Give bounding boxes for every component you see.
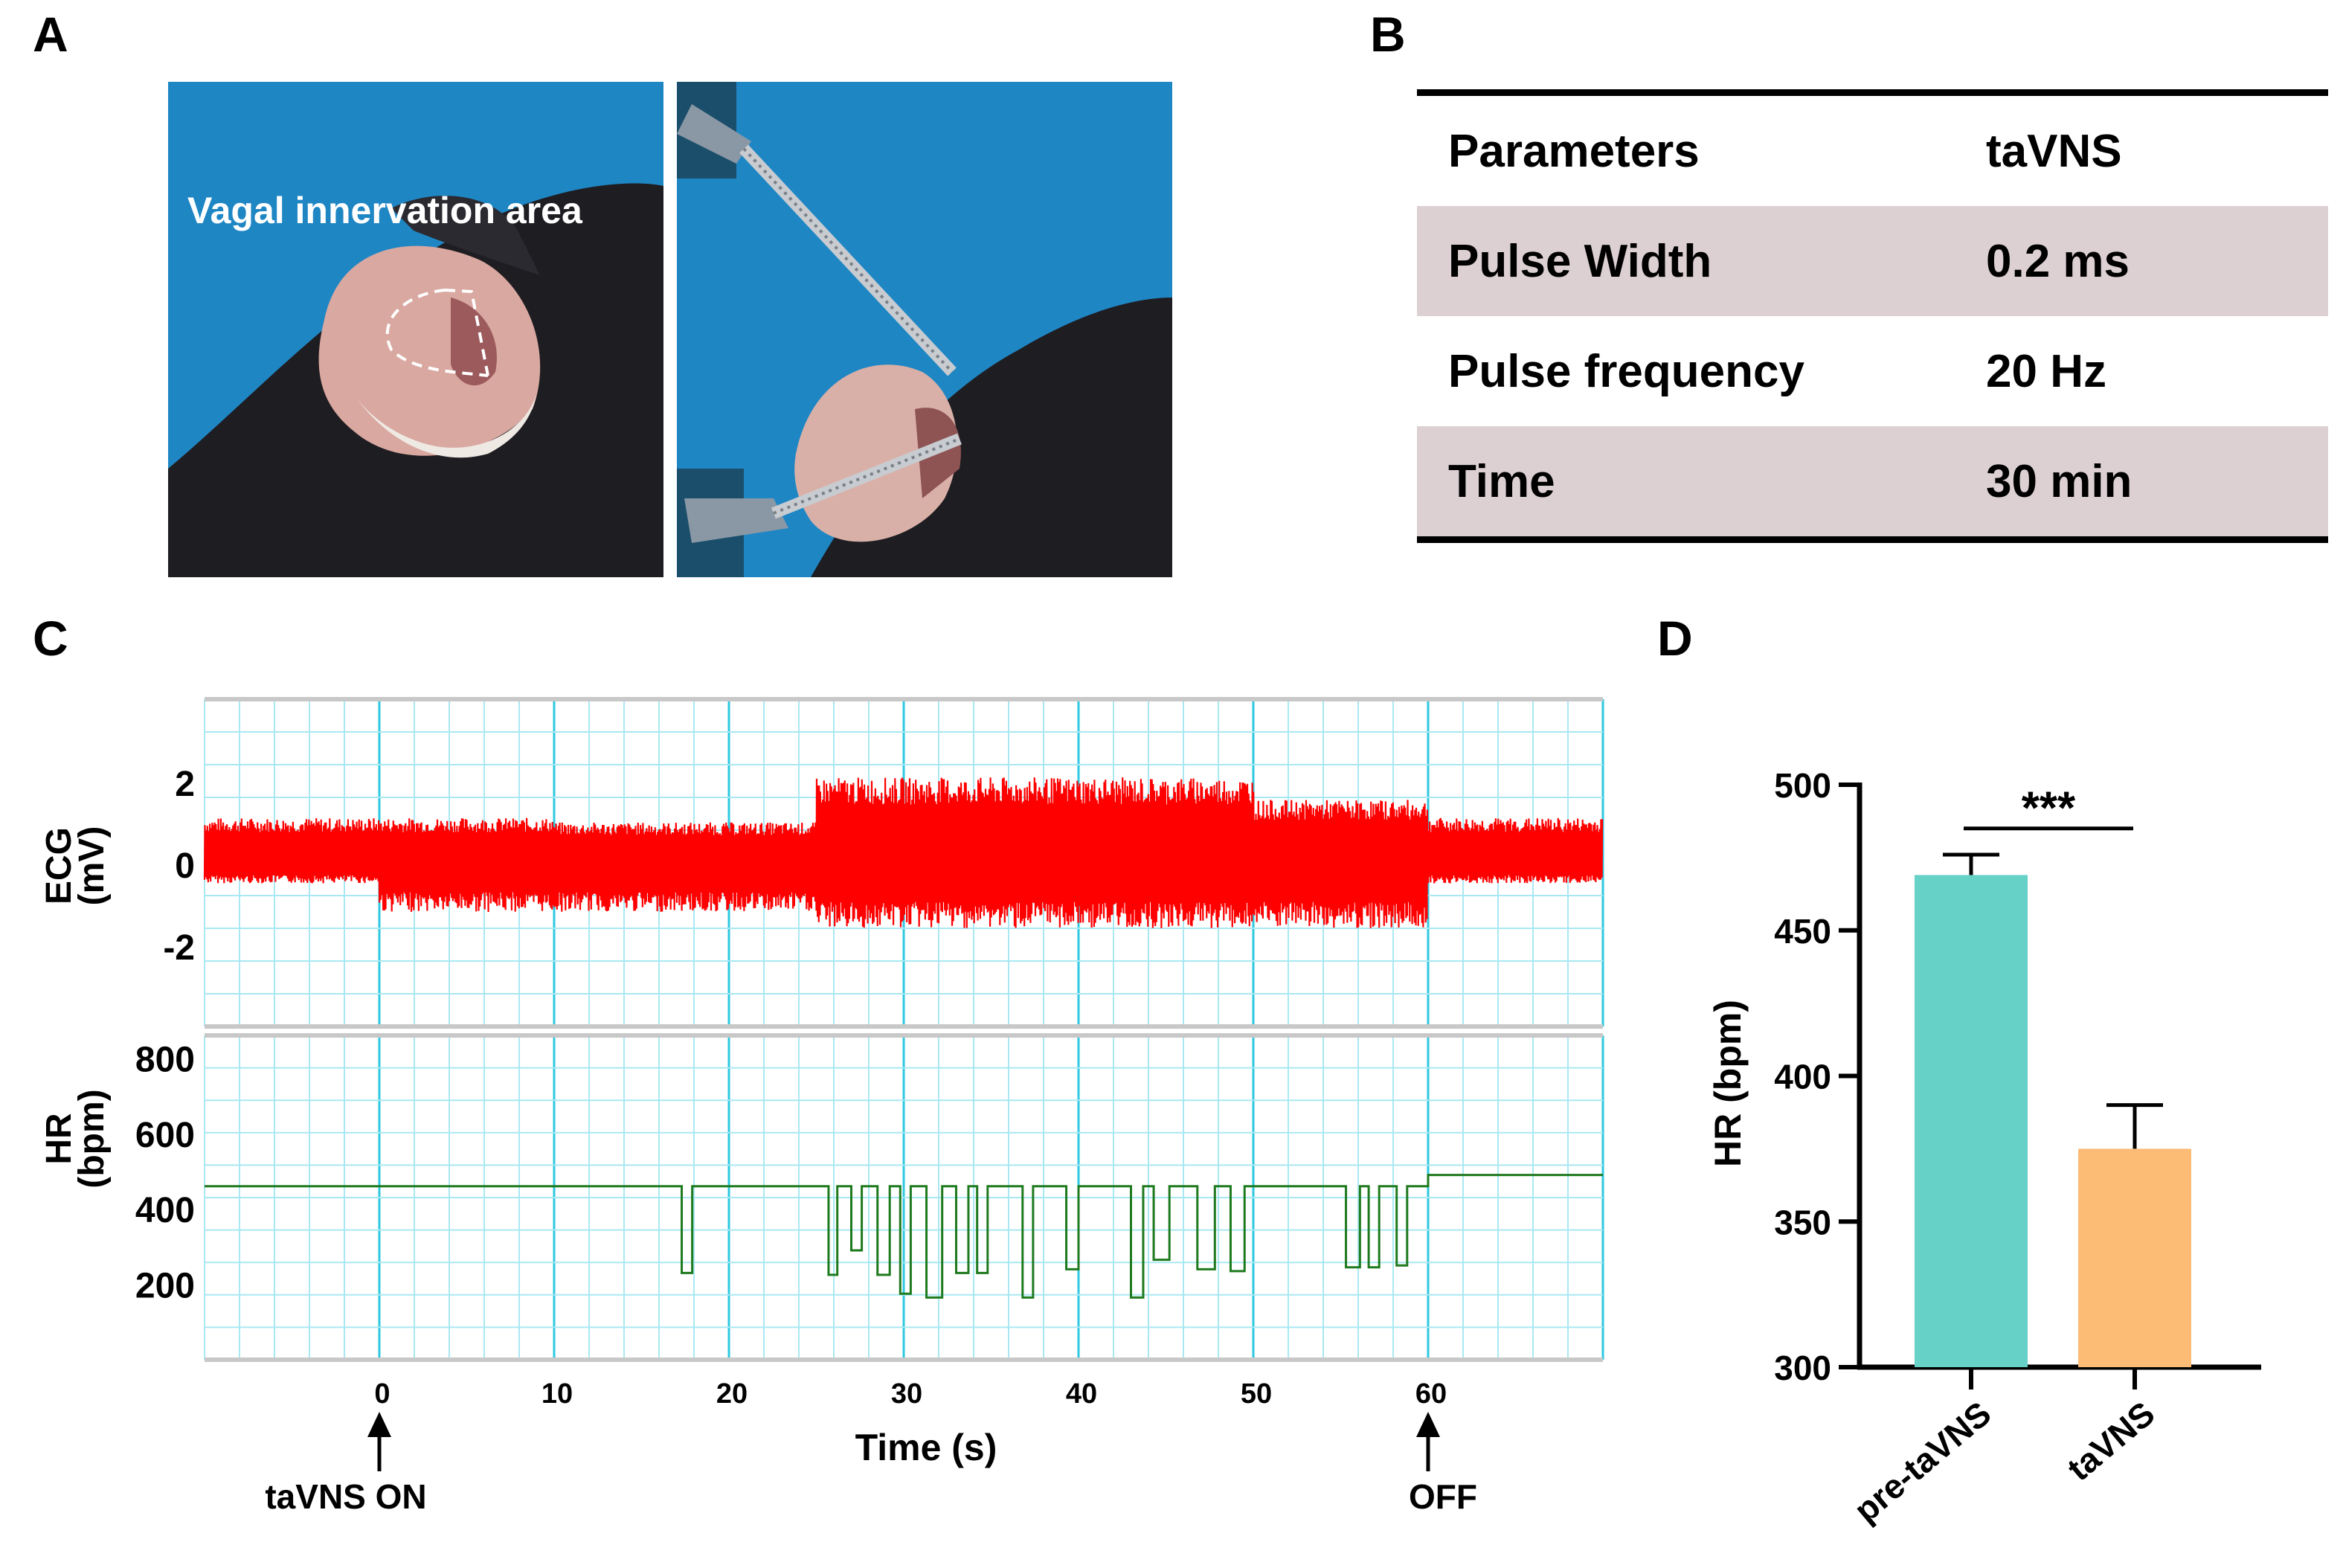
ecg-y-tick-label: 2	[175, 765, 195, 804]
panel-letter-a: A	[33, 7, 68, 62]
hr-trace	[205, 1174, 1603, 1299]
table-cell: Pulse Width	[1417, 206, 1986, 316]
annotation-label: taVNS ON	[265, 1477, 426, 1516]
y-tick-label: 450	[1774, 912, 1831, 951]
bar-taVNS	[2078, 1148, 2191, 1367]
mouse-ear-illustration	[168, 82, 663, 577]
x-tick-label: taVNS	[2060, 1394, 2162, 1488]
vagal-area-label: Vagal innervation area	[187, 190, 582, 231]
hr-y-axis-title-line: HR	[39, 1113, 79, 1164]
y-tick-label: 500	[1774, 766, 1831, 805]
panel-letter-c: C	[33, 611, 68, 666]
x-tick-label: 40	[1066, 1378, 1097, 1410]
table-row: Pulse Width 0.2 ms	[1417, 206, 2328, 316]
table-cell: 20 Hz	[1986, 345, 2106, 397]
table-row: Pulse frequency 20 Hz	[1417, 316, 2328, 426]
x-tick-label: 10	[541, 1378, 573, 1410]
hr-y-tick-label: 400	[135, 1191, 195, 1230]
ecg-y-axis-title-line: ECG	[39, 827, 79, 905]
mouse-ear-photo: Vagal innervation area	[168, 82, 663, 577]
panel-letter-b: B	[1370, 7, 1406, 62]
hr-y-tick-label: 200	[135, 1267, 195, 1306]
x-tick-label: 0	[374, 1378, 390, 1410]
y-tick-label: 300	[1774, 1349, 1831, 1387]
x-axis-title: Time (s)	[855, 1427, 997, 1468]
table-cell: 0.2 ms	[1986, 206, 2328, 316]
ecg-y-tick-label: -2	[163, 928, 195, 968]
electrode-clip-illustration	[677, 82, 1172, 577]
hr-y-axis-title-line: (bpm)	[72, 1089, 112, 1188]
y-axis-title: HR (bpm)	[1707, 1000, 1749, 1167]
table-cell: Parameters	[1417, 89, 1986, 206]
x-tick-label: pre-taVNS	[1847, 1394, 1999, 1530]
hr-y-axis-title: HR(bpm)	[39, 1089, 112, 1188]
annotation-arrowhead	[367, 1412, 391, 1437]
ecg-y-tick-label: 0	[175, 846, 195, 886]
x-tick-label: 60	[1415, 1378, 1447, 1410]
significance-label: ***	[2022, 783, 2076, 835]
panel-letter-d: D	[1657, 611, 1693, 666]
x-tick-label: 50	[1241, 1378, 1272, 1410]
hr-y-tick-label: 600	[135, 1116, 195, 1155]
ecg-trace	[203, 777, 1604, 928]
table-header-row: Parameters taVNS	[1417, 89, 2328, 206]
x-tick-label: 20	[716, 1378, 748, 1410]
y-tick-label: 350	[1774, 1203, 1831, 1241]
ecg-y-axis-title: ECG(mV)	[39, 826, 112, 906]
table-cell: Pulse frequency	[1448, 345, 1804, 397]
table-cell: taVNS	[1986, 89, 2328, 206]
hr-y-tick-label: 800	[135, 1040, 195, 1079]
y-tick-label: 400	[1774, 1058, 1831, 1096]
annotation-label: OFF	[1409, 1477, 1477, 1516]
parameters-table: Parameters taVNS Pulse Width 0.2 ms Puls…	[1417, 89, 2328, 543]
ecg-y-axis-title-line: (mV)	[72, 826, 112, 906]
annotation-arrowhead	[1416, 1412, 1440, 1437]
electrode-clip-photo	[677, 82, 1172, 577]
bar-pre-taVNS	[1915, 875, 2028, 1367]
table-cell: Time	[1417, 426, 1986, 543]
table-row: Time 30 min	[1417, 426, 2328, 543]
hr-bar-chart: 300 350 400 450 500 HR (bpm) pre-taVNS taVNS ***	[1707, 766, 2261, 1530]
x-tick-label: 30	[891, 1378, 922, 1410]
table-cell: 30 min	[1986, 426, 2328, 543]
